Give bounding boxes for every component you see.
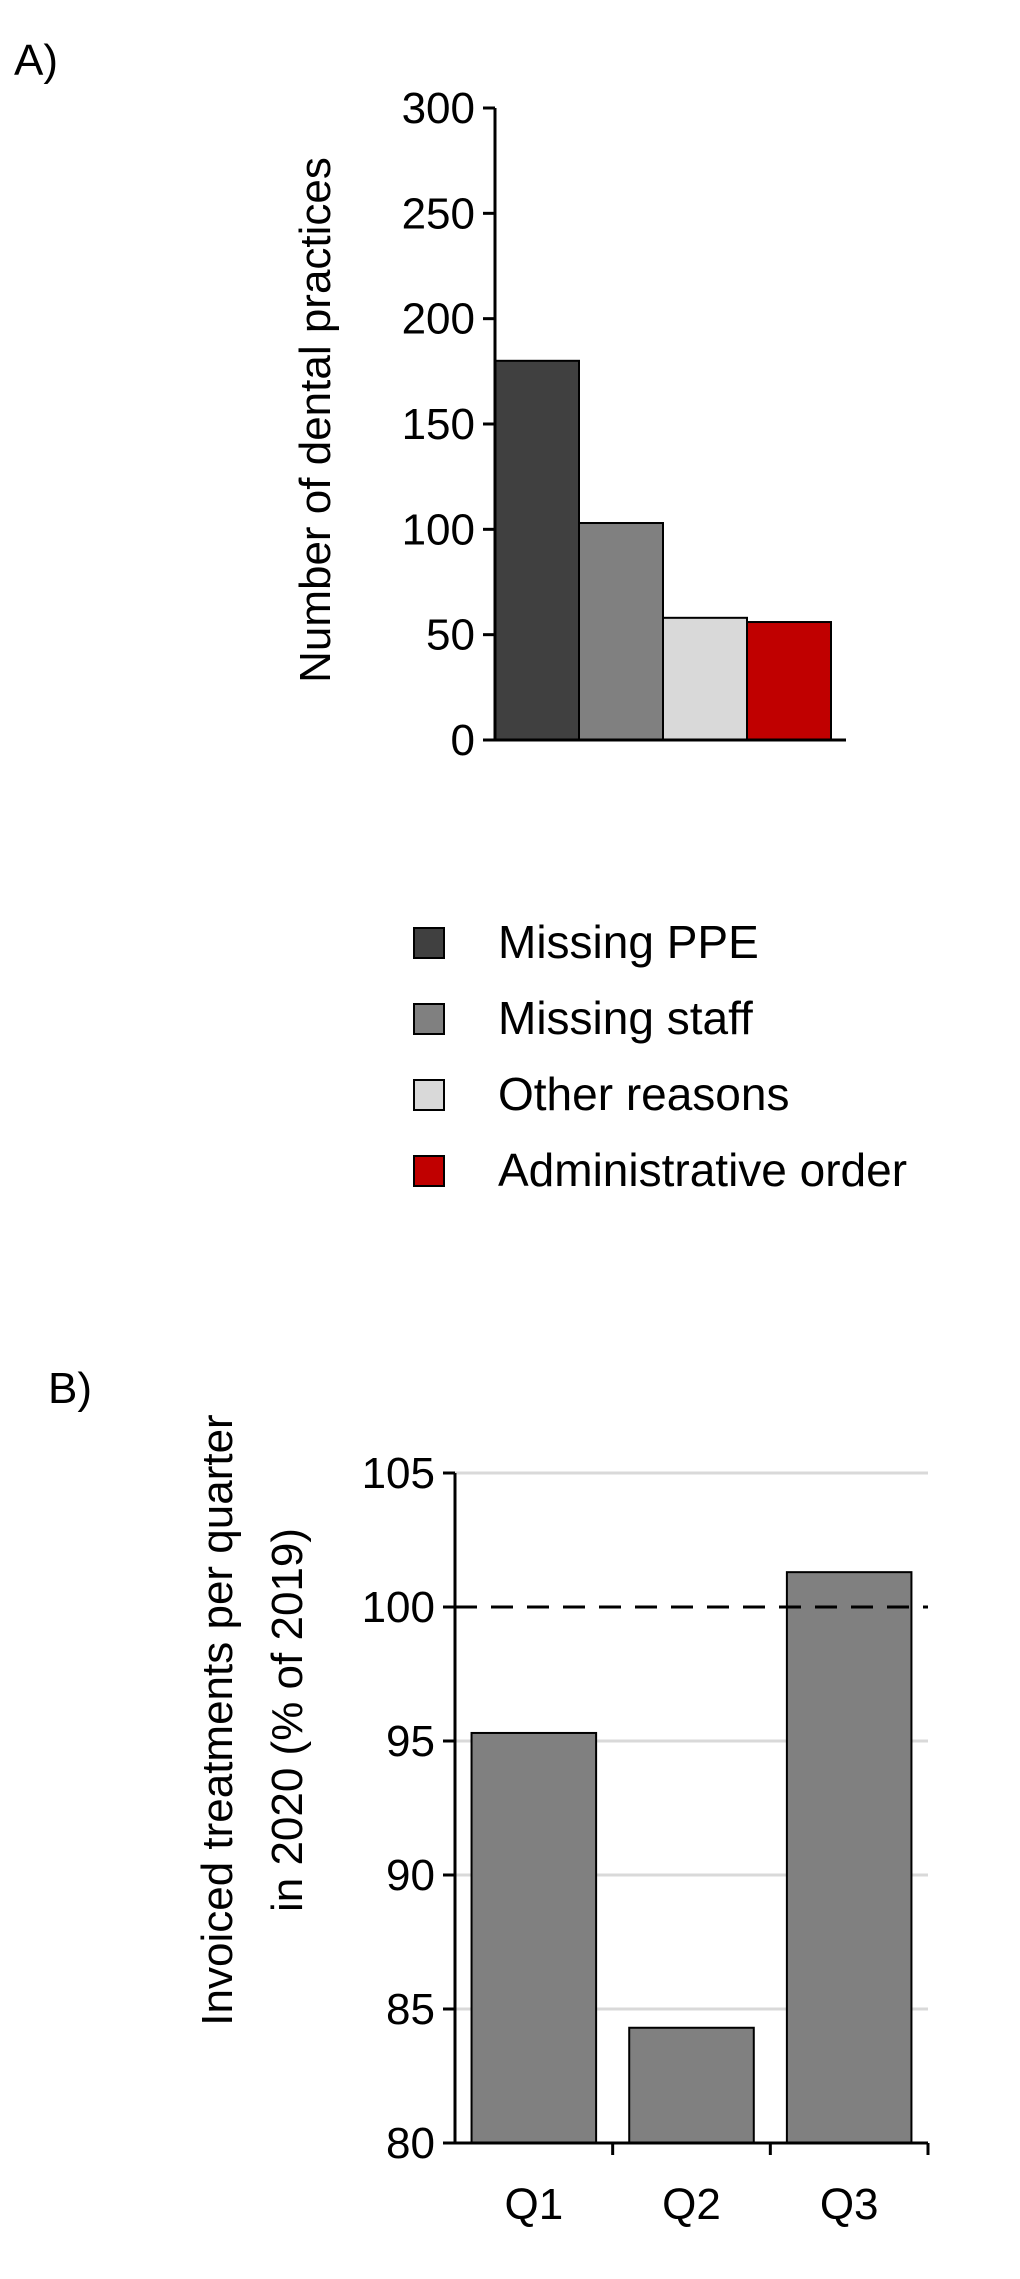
panel-a-legend-swatch: [413, 1003, 445, 1035]
panel-a-y-tick-label: 0: [451, 716, 475, 765]
panel-b-y-tick-label: 95: [386, 1717, 435, 1766]
panel-a-y-tick-label: 50: [426, 611, 475, 660]
panel-b-bars: [470, 1571, 913, 2145]
panel-a-bar: [662, 616, 748, 742]
panel-a-y-tick-label: 150: [402, 400, 475, 449]
panel-b-label: B): [48, 1364, 92, 1413]
panel-a-legend-swatch: [413, 1155, 445, 1187]
panel-b-y-axis-title-line2: in 2020 (% of 2019): [263, 1528, 312, 1912]
panel-a-y-tick-label: 300: [402, 84, 475, 133]
panel-a-y-tick-label: 200: [402, 295, 475, 344]
panel-a-bar: [578, 522, 664, 741]
panel-b-x-tick-label: Q1: [504, 2180, 563, 2229]
panel-a-y-tick-label: 250: [402, 189, 475, 238]
panel-b-y-axis-title-line1: Invoiced treatments per quarter: [193, 1414, 242, 2025]
panel-b-y-tick-label: 90: [386, 1851, 435, 1900]
panel-b-y-tick-label: 105: [362, 1449, 435, 1498]
panel-b: B) Invoiced treatments per quarter in 20…: [48, 1364, 930, 2229]
panel-a-legend-swatch: [413, 1079, 445, 1111]
panel-a-y-ticks: 0 50 100 150 200 250 300: [402, 84, 495, 765]
panel-a-bars: [494, 359, 832, 742]
panel-a-legend-swatch: [413, 927, 445, 959]
panel-a: A) Number of dental practices 0 50 100 150 2…: [14, 36, 907, 1196]
panel-a-legend-label: Missing staff: [498, 992, 753, 1044]
panel-b-y-tick-label: 100: [362, 1583, 435, 1632]
panel-b-x-tick-label: Q3: [820, 2180, 879, 2229]
panel-b-x-tick-label: Q2: [662, 2180, 721, 2229]
panel-b-bar: [470, 1731, 598, 2144]
panel-a-label: A): [14, 36, 58, 85]
panel-b-y-ticks: 80 85 90 95 100 105: [362, 1449, 455, 2168]
panel-a-bar: [746, 621, 832, 742]
panel-b-y-tick-label: 85: [386, 1985, 435, 2034]
panel-a-bar: [494, 359, 580, 741]
panel-b-x-ticks: Q1 Q2 Q3: [504, 2143, 930, 2229]
panel-a-legend-label: Other reasons: [498, 1068, 789, 1120]
panel-b-y-tick-label: 80: [386, 2119, 435, 2168]
panel-a-y-tick-label: 100: [402, 505, 475, 554]
panel-b-bar: [628, 2026, 755, 2145]
panel-a-legend-label: Administrative order: [498, 1144, 907, 1196]
panel-b-bar: [785, 1571, 913, 2145]
panel-a-legend-label: Missing PPE: [498, 916, 759, 968]
panel-a-y-axis-title: Number of dental practices: [291, 157, 340, 683]
panel-a-legend: Missing PPE Missing staff Other reasons Adm…: [413, 916, 907, 1196]
